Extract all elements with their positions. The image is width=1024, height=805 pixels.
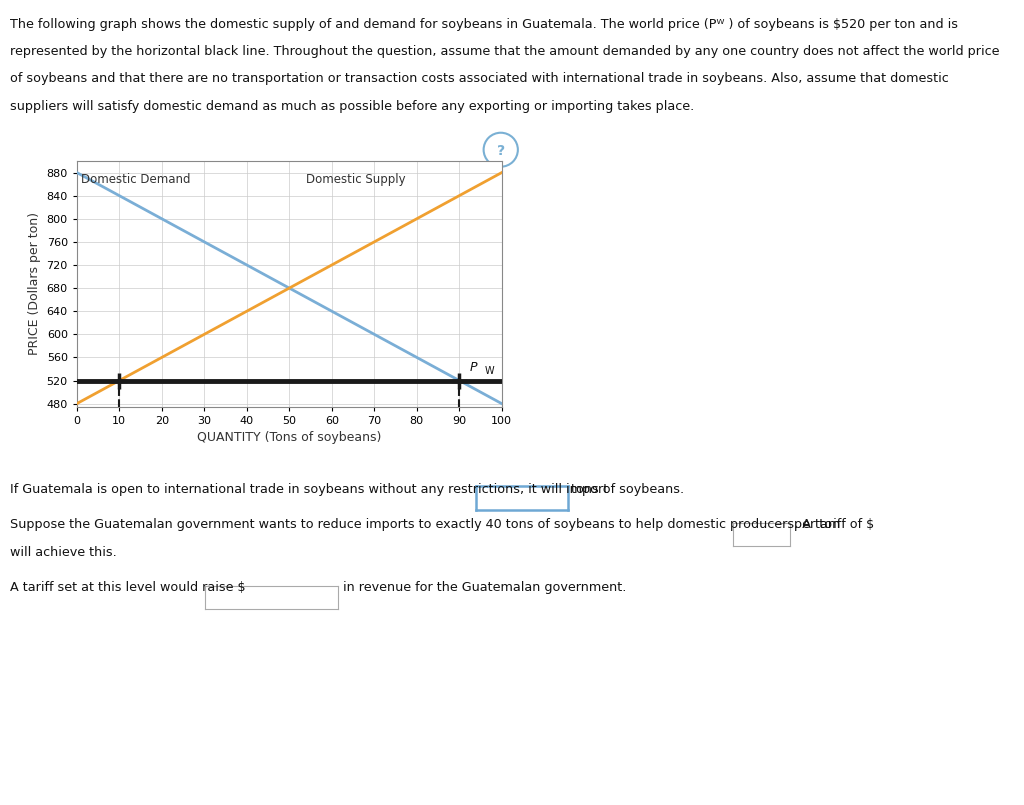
Text: ?: ? [497, 144, 505, 158]
Text: If Guatemala is open to international trade in soybeans without any restrictions: If Guatemala is open to international tr… [10, 483, 608, 496]
Text: represented by the horizontal black line. Throughout the question, assume that t: represented by the horizontal black line… [10, 45, 999, 58]
Text: P: P [470, 361, 477, 374]
Text: Domestic Supply: Domestic Supply [306, 173, 406, 186]
Text: will achieve this.: will achieve this. [10, 546, 117, 559]
Text: tons of soybeans.: tons of soybeans. [571, 483, 684, 496]
Text: Suppose the Guatemalan government wants to reduce imports to exactly 40 tons of : Suppose the Guatemalan government wants … [10, 518, 874, 531]
Text: in revenue for the Guatemalan government.: in revenue for the Guatemalan government… [343, 581, 627, 594]
Text: Domestic Demand: Domestic Demand [81, 173, 190, 186]
X-axis label: QUANTITY (Tons of soybeans): QUANTITY (Tons of soybeans) [197, 431, 382, 444]
Text: The following graph shows the domestic supply of and demand for soybeans in Guat: The following graph shows the domestic s… [10, 18, 958, 31]
Y-axis label: PRICE (Dollars per ton): PRICE (Dollars per ton) [28, 213, 41, 355]
Text: A tariff set at this level would raise $: A tariff set at this level would raise $ [10, 581, 246, 594]
Text: suppliers will satisfy domestic demand as much as possible before any exporting : suppliers will satisfy domestic demand a… [10, 100, 694, 113]
Text: W: W [484, 366, 495, 376]
Text: of soybeans and that there are no transportation or transaction costs associated: of soybeans and that there are no transp… [10, 72, 949, 85]
Text: per ton: per ton [794, 518, 840, 531]
